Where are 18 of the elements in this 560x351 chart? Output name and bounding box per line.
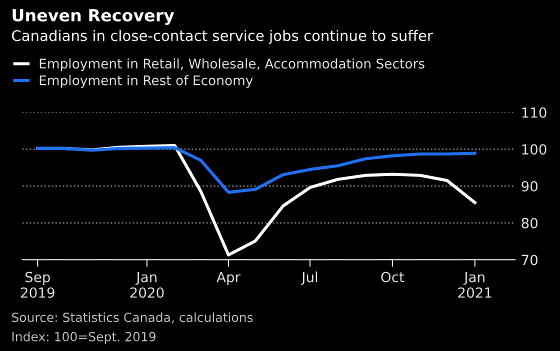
chart-subtitle: Canadians in close-contact service jobs continue to suffer <box>12 30 433 44</box>
line-series <box>36 146 476 194</box>
chart-title: Uneven Recovery <box>12 9 174 25</box>
legend-label: Employment in Rest of Economy <box>40 75 253 88</box>
y-tick-label: 90 <box>522 181 538 192</box>
text: Index: 100=Sept. 2019 <box>12 332 156 344</box>
x-tick-label: Sep 2019 <box>20 272 54 298</box>
x-tick-label: Apr <box>216 272 240 285</box>
x-tick-label: Jan 2021 <box>458 272 492 298</box>
y-tick-label: 100 <box>522 144 546 155</box>
y-tick-label: 70 <box>522 254 538 266</box>
x-tick-label: Jul <box>300 272 318 285</box>
x-tick-label: Jan 2020 <box>130 272 164 298</box>
source-note: Source: Statistics Canada, calculations <box>12 312 253 324</box>
y-tick-label: 110 <box>522 107 546 118</box>
x-tick-label: Oct <box>381 272 404 282</box>
legend-label: Employment in Retail, Wholesale, Accommodation Sectors <box>40 58 424 72</box>
y-tick-label: 80 <box>522 218 538 228</box>
